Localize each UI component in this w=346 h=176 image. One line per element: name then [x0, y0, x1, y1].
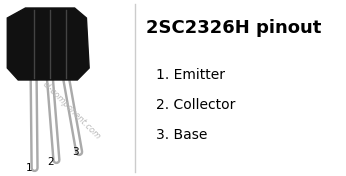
Text: 3. Base: 3. Base	[156, 128, 208, 142]
Text: 3: 3	[72, 147, 79, 157]
Text: 2: 2	[48, 157, 54, 167]
Polygon shape	[7, 8, 89, 80]
Text: 2SC2326H pinout: 2SC2326H pinout	[146, 19, 321, 37]
Text: 1. Emitter: 1. Emitter	[156, 68, 226, 82]
Text: 1: 1	[26, 163, 33, 173]
Text: el-component.com: el-component.com	[40, 79, 102, 141]
Text: 2. Collector: 2. Collector	[156, 98, 236, 112]
